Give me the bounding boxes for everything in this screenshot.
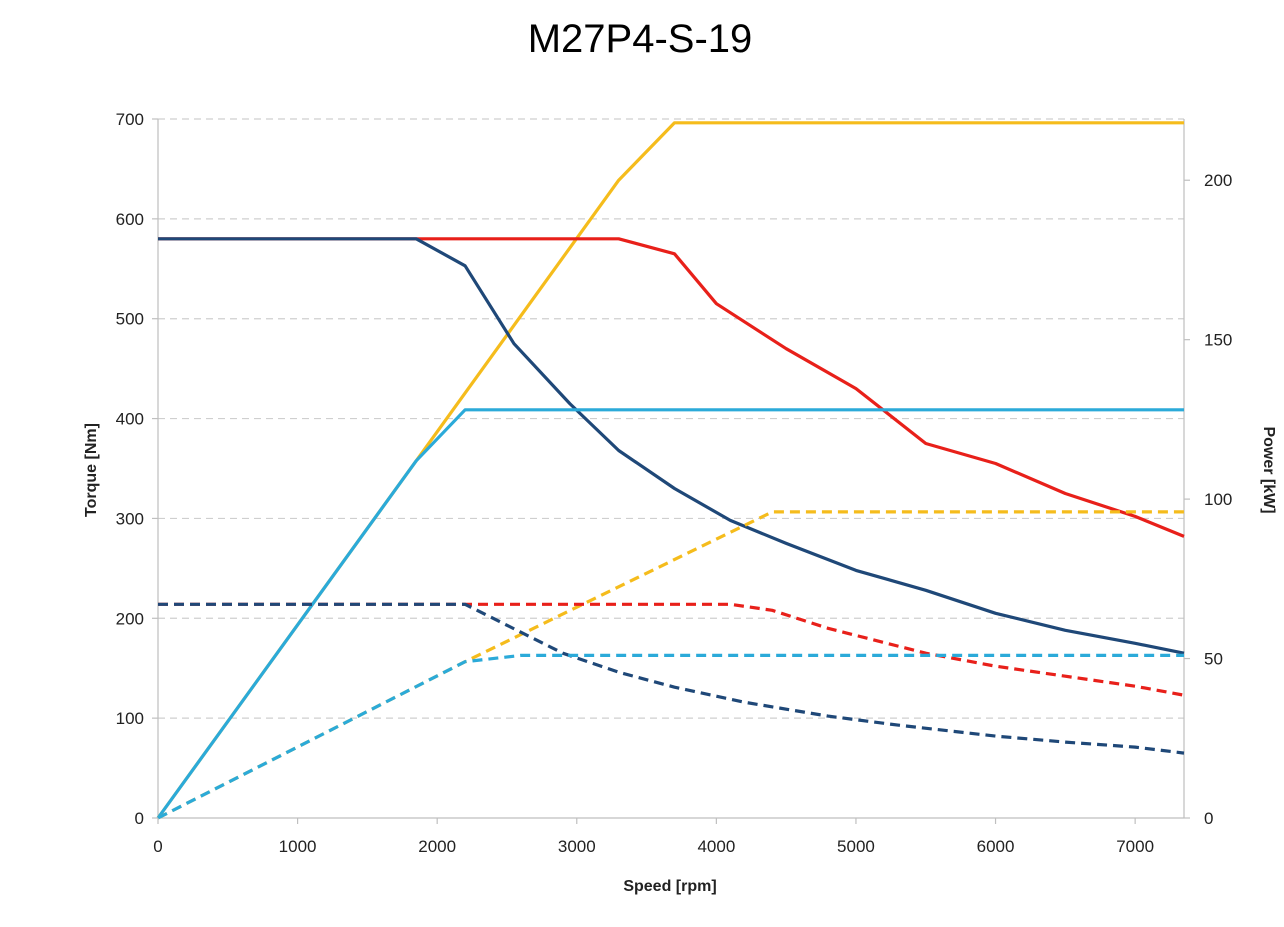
series-layer [156, 121, 1185, 820]
x-tick-label-4: 4000 [697, 837, 735, 856]
series-line-7 [157, 653, 1184, 820]
y2-axis-label: Power [kW] [1260, 426, 1277, 513]
series-line-0 [156, 121, 1184, 819]
y2-tick-label-0: 0 [1204, 809, 1213, 828]
y2-tick-label-1: 50 [1204, 650, 1223, 669]
y-tick-label-7: 700 [116, 110, 144, 129]
x-tick-label-1: 1000 [279, 837, 317, 856]
x-tick-label-3: 3000 [558, 837, 596, 856]
axes [157, 119, 1185, 819]
y-tick-label-0: 0 [135, 809, 144, 828]
x-tick-label-7: 7000 [1116, 837, 1154, 856]
y-tick-label-6: 600 [116, 210, 144, 229]
y-tick-label-1: 100 [116, 709, 144, 728]
x-tick-label-5: 5000 [837, 837, 875, 856]
x-axis-label: Speed [rpm] [623, 878, 716, 895]
y-tick-label-2: 200 [116, 609, 144, 628]
y2-tick-label-3: 150 [1204, 331, 1232, 350]
x-tick-label-2: 2000 [418, 837, 456, 856]
series-line-6 [158, 602, 1185, 755]
y-tick-label-5: 500 [116, 310, 144, 329]
x-tick-label-6: 6000 [977, 837, 1015, 856]
series-line-3 [156, 408, 1184, 819]
series-line-5 [158, 602, 1185, 697]
x-tick-label-0: 0 [153, 837, 162, 856]
y2-tick-label-4: 200 [1204, 171, 1232, 190]
series-line-2 [158, 237, 1185, 655]
series-line-1 [158, 237, 1185, 538]
grid [158, 118, 1184, 719]
y-tick-label-3: 300 [116, 509, 144, 528]
y-tick-label-4: 400 [116, 410, 144, 429]
y2-tick-label-2: 100 [1204, 490, 1232, 509]
y-axis-label: Torque [Nm] [83, 423, 100, 517]
series-line-4 [157, 510, 1184, 820]
chart-title: M27P4-S-19 [528, 17, 753, 61]
